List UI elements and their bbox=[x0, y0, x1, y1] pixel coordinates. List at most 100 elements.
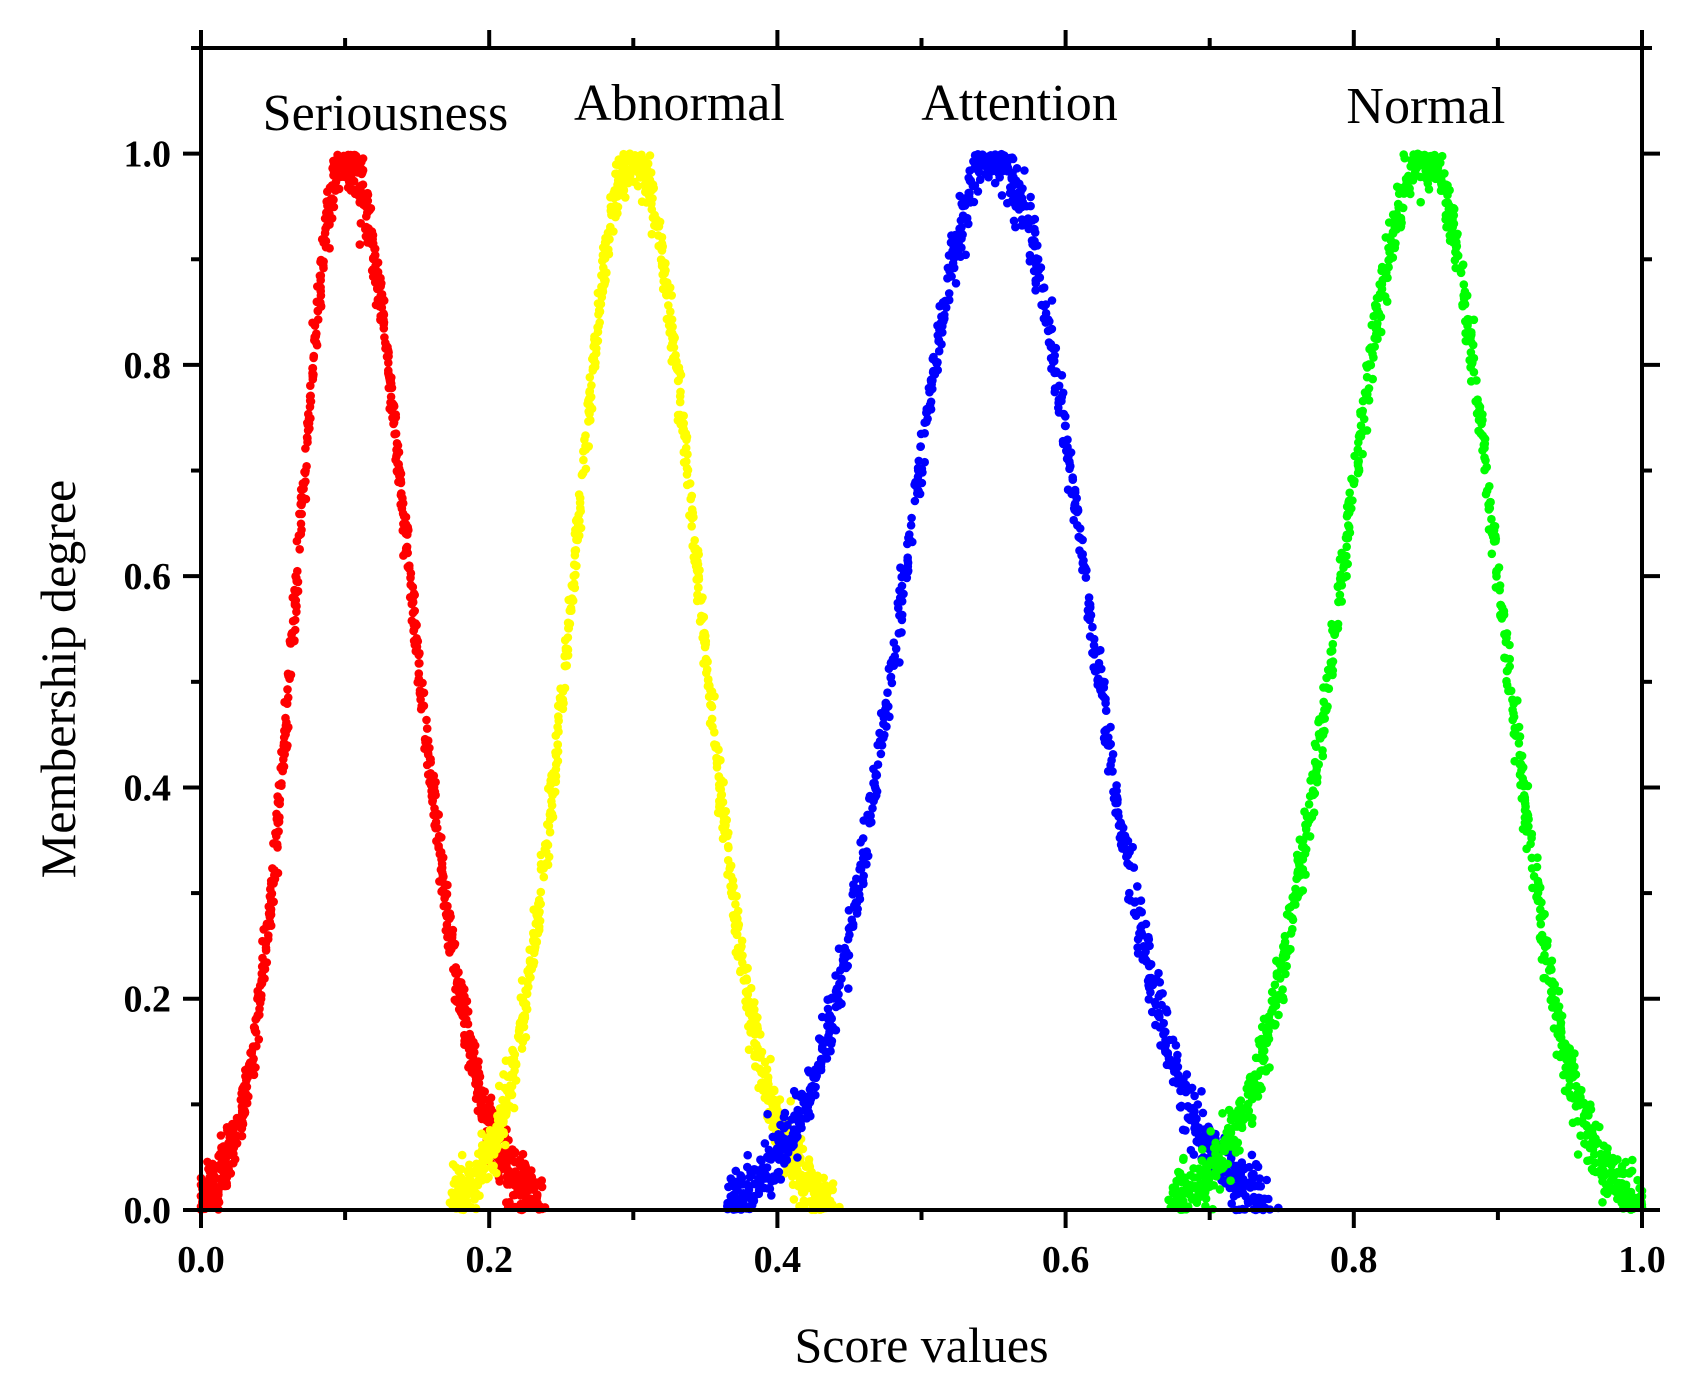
data-point bbox=[325, 220, 334, 229]
data-point bbox=[1192, 1114, 1201, 1123]
data-point bbox=[551, 765, 561, 774]
data-point bbox=[828, 1200, 837, 1209]
data-point bbox=[867, 817, 876, 827]
series-attention bbox=[723, 149, 1283, 1215]
data-point bbox=[286, 670, 296, 680]
data-point bbox=[1256, 1182, 1266, 1191]
data-point bbox=[1515, 732, 1525, 741]
data-point bbox=[958, 211, 968, 220]
data-point bbox=[1348, 476, 1358, 486]
data-point bbox=[1197, 1087, 1206, 1096]
data-point bbox=[1608, 1156, 1618, 1166]
data-point bbox=[570, 551, 580, 560]
data-point bbox=[273, 843, 282, 852]
data-point bbox=[1168, 1035, 1178, 1045]
data-point bbox=[1342, 542, 1351, 552]
data-point bbox=[391, 429, 401, 439]
data-point bbox=[990, 178, 1000, 188]
data-point bbox=[554, 712, 563, 721]
data-point bbox=[1278, 985, 1287, 994]
data-point bbox=[384, 366, 393, 375]
data-point bbox=[391, 413, 401, 422]
data-point bbox=[275, 795, 285, 805]
data-point bbox=[346, 186, 356, 195]
data-point bbox=[1372, 322, 1382, 332]
data-point bbox=[645, 151, 655, 160]
data-point bbox=[1579, 1119, 1588, 1128]
data-point bbox=[969, 197, 979, 207]
data-point bbox=[456, 994, 466, 1004]
data-point bbox=[1337, 597, 1346, 606]
data-point bbox=[316, 291, 326, 300]
data-point bbox=[1565, 1089, 1574, 1099]
data-point bbox=[1128, 842, 1137, 852]
data-point bbox=[1160, 1027, 1169, 1036]
data-point bbox=[986, 167, 995, 177]
data-point bbox=[229, 1143, 239, 1152]
data-point bbox=[679, 458, 689, 467]
data-point bbox=[586, 393, 595, 403]
data-point bbox=[762, 1163, 772, 1172]
data-point bbox=[858, 834, 868, 843]
data-point bbox=[1268, 1004, 1278, 1014]
data-point bbox=[788, 1129, 798, 1139]
data-point bbox=[1218, 1145, 1228, 1154]
data-point bbox=[922, 404, 932, 414]
data-point bbox=[739, 1189, 748, 1198]
data-point bbox=[1557, 1027, 1566, 1037]
data-point bbox=[302, 462, 311, 471]
data-point bbox=[1264, 1034, 1274, 1044]
data-point bbox=[553, 756, 563, 766]
data-point bbox=[764, 1154, 774, 1163]
data-point bbox=[613, 209, 622, 218]
x-tick-label: 0.8 bbox=[1330, 1239, 1378, 1281]
data-point bbox=[502, 1097, 511, 1106]
data-point bbox=[1229, 1135, 1239, 1145]
data-point bbox=[261, 939, 271, 948]
data-point bbox=[1081, 573, 1091, 582]
data-point bbox=[1215, 1185, 1225, 1194]
data-point bbox=[539, 872, 549, 882]
data-point bbox=[600, 253, 610, 263]
data-point bbox=[1330, 630, 1339, 639]
data-point bbox=[422, 715, 431, 725]
data-point bbox=[1066, 448, 1076, 457]
data-point bbox=[961, 199, 971, 208]
data-point bbox=[1239, 1115, 1248, 1124]
data-point bbox=[852, 874, 861, 884]
data-point bbox=[1370, 333, 1379, 343]
data-point bbox=[1451, 263, 1460, 273]
data-point bbox=[726, 861, 736, 870]
data-point bbox=[661, 259, 670, 268]
data-point bbox=[454, 968, 463, 977]
data-point bbox=[1244, 1162, 1254, 1172]
data-point bbox=[1181, 1087, 1191, 1097]
data-point bbox=[1269, 1019, 1278, 1029]
data-point bbox=[945, 266, 954, 276]
data-point bbox=[1031, 286, 1040, 295]
data-point bbox=[1521, 802, 1530, 811]
data-point bbox=[393, 441, 403, 450]
axis-ticks bbox=[183, 30, 1660, 1228]
data-point bbox=[463, 1019, 473, 1029]
data-point bbox=[1504, 686, 1513, 696]
data-point bbox=[268, 877, 278, 886]
data-point bbox=[1248, 1113, 1257, 1123]
data-point bbox=[1416, 197, 1425, 207]
data-point bbox=[293, 577, 303, 587]
data-point bbox=[260, 964, 270, 974]
data-point bbox=[1335, 590, 1345, 600]
data-point bbox=[808, 1081, 817, 1091]
data-point bbox=[320, 236, 330, 245]
data-point bbox=[1070, 485, 1080, 495]
data-point bbox=[1502, 676, 1511, 686]
data-point bbox=[478, 1166, 487, 1176]
data-point bbox=[443, 902, 452, 911]
data-point bbox=[1489, 521, 1499, 531]
data-point bbox=[1396, 222, 1405, 232]
data-point bbox=[1443, 190, 1452, 200]
data-point bbox=[1300, 849, 1310, 858]
data-point bbox=[1151, 977, 1161, 986]
data-point bbox=[1524, 814, 1533, 824]
data-point bbox=[1174, 1167, 1183, 1177]
